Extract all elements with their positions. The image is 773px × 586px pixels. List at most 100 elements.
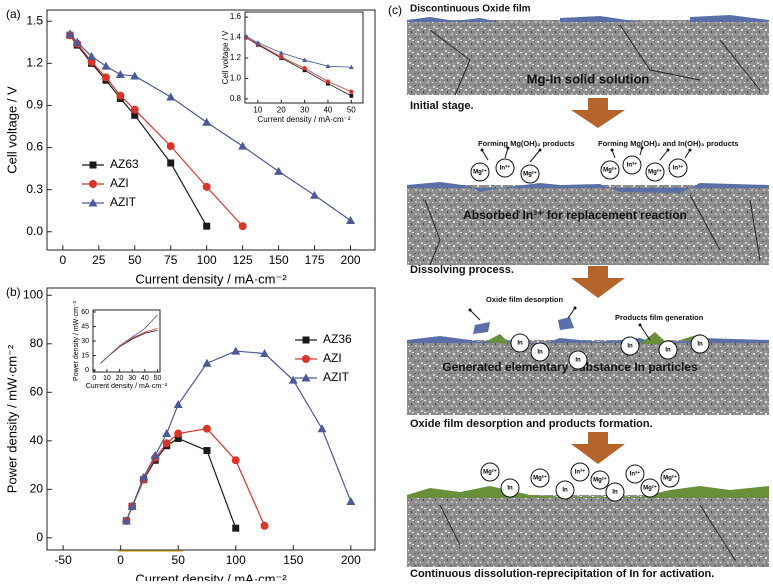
process-label: Absorbed In³⁺ for replacement reaction	[463, 208, 687, 222]
legend-label: AZIT	[323, 370, 350, 384]
marker	[348, 64, 354, 70]
marker	[260, 521, 269, 530]
ion-label: In	[665, 348, 671, 354]
marker	[302, 336, 310, 344]
x-tick-label: 20	[277, 105, 286, 114]
ion-label: In	[537, 350, 543, 356]
legend-label: AZI	[110, 176, 129, 190]
x-axis-title: Current density / mA·cm⁻²	[257, 115, 350, 124]
marker	[166, 142, 175, 151]
ion-label: In³⁺	[575, 469, 586, 476]
ion	[622, 155, 642, 175]
ion-label: Mg²⁺	[473, 169, 487, 176]
marker	[166, 92, 176, 101]
marker	[278, 50, 284, 55]
marker	[302, 57, 308, 62]
y-tick-label: 0	[36, 530, 43, 544]
marker	[203, 447, 211, 455]
marker	[317, 424, 327, 433]
y-tick-label: 0.3	[26, 182, 43, 196]
marker	[288, 375, 298, 384]
x-tick-label: 40	[141, 375, 149, 382]
marker	[302, 66, 307, 71]
y-tick-label: 0.0	[26, 224, 43, 238]
marker	[349, 89, 354, 94]
product-label: Forming Mg(OH)₂ and In(OH)₃ products	[598, 139, 739, 148]
ion-label: In	[562, 488, 568, 494]
ion	[590, 470, 610, 490]
y-axis-title: Power density / mW·cm⁻²	[73, 300, 80, 381]
panel-label: (a)	[6, 7, 21, 21]
ion-label: In³⁺	[500, 165, 511, 172]
ion-label: Mg²⁺	[593, 477, 607, 484]
x-tick-label: 150	[269, 253, 289, 267]
stage-label: Initial stage.	[410, 100, 474, 112]
flow-arrow-head	[480, 148, 484, 152]
flow-arrow-head	[640, 146, 644, 150]
series-line	[125, 350, 352, 522]
ion	[600, 160, 620, 180]
ion	[690, 334, 710, 354]
charts: 0 25 50 75 100 125 150 175 2000.00.30.60.91.21.5…	[4, 7, 376, 586]
marker	[89, 161, 97, 169]
panel-label: (b)	[6, 285, 21, 299]
x-tick-label: 50	[347, 105, 356, 114]
ion-label: In	[507, 486, 513, 492]
ion-label: Mg²⁺	[483, 469, 497, 476]
flow-arrow-head	[688, 148, 692, 152]
x-tick-label: 10	[253, 105, 262, 114]
marker	[325, 63, 331, 69]
stage-label: Oxide film desorption and products forma…	[410, 418, 653, 430]
flow-arrow-head	[666, 148, 670, 152]
x-tick-label: 0	[117, 553, 124, 567]
product-label: Forming Mg(OH)₂ products	[478, 139, 575, 148]
marker	[130, 71, 140, 80]
marker	[174, 429, 183, 438]
ion	[570, 462, 590, 482]
marker	[238, 141, 248, 150]
y-tick-label: 1.2	[26, 56, 43, 70]
y-tick-label: 40	[30, 433, 44, 447]
stage-label: Discontinuous Oxide film	[410, 4, 531, 15]
y-tick-label: 60	[30, 384, 44, 398]
flow-arrow	[684, 149, 691, 159]
y-tick-label: 1.6	[230, 12, 242, 21]
y-tick-label: 20	[30, 482, 44, 496]
ion	[660, 468, 680, 488]
ion-label: In³⁺	[630, 471, 641, 478]
marker	[116, 91, 125, 100]
marker	[72, 37, 82, 46]
marker	[202, 117, 212, 126]
process-label: Products film generation	[615, 313, 704, 322]
marker	[130, 105, 139, 114]
legend-label: AZ63	[110, 157, 139, 171]
ion-label: Mg²⁺	[663, 475, 677, 482]
flow-arrow	[659, 149, 669, 161]
y-tick-label: 0.9	[26, 98, 43, 112]
flow-arrow	[504, 147, 509, 159]
marker	[202, 358, 212, 367]
x-tick-label: 175	[305, 253, 325, 267]
diagram: (c) Discontinuous Oxide film Mg-In solid…	[388, 3, 769, 580]
marker	[238, 222, 247, 231]
x-tick-label: 0	[92, 375, 96, 382]
marker	[115, 70, 125, 79]
y-tick-label: 1.0	[230, 74, 242, 83]
marker	[202, 182, 211, 191]
marker	[302, 355, 310, 363]
ion	[658, 340, 678, 360]
marker	[202, 424, 211, 433]
marker	[349, 93, 354, 98]
marker	[150, 450, 160, 459]
x-tick-label: 25	[92, 253, 106, 267]
x-tick-label: 30	[128, 375, 136, 382]
flow-arrow	[639, 324, 651, 341]
flow-arrow	[567, 307, 576, 319]
flow-arrow-head	[506, 146, 510, 150]
marker	[231, 456, 240, 465]
flow-arrow-head	[573, 306, 577, 310]
y-tick-label: 0	[85, 367, 89, 374]
ion	[520, 164, 540, 184]
ion-label: In	[517, 341, 523, 347]
